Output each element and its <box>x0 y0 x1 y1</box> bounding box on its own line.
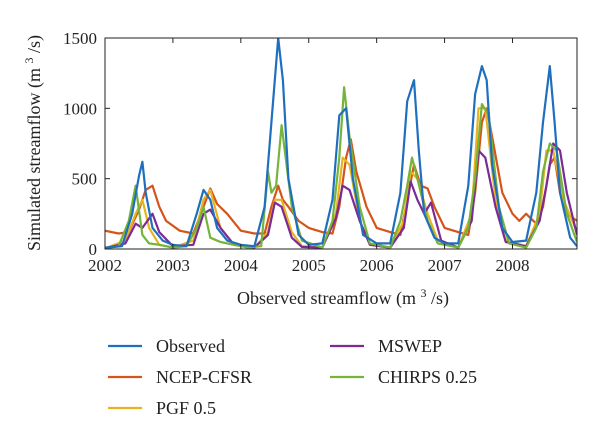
x-axis-unit-exp: 3 <box>420 286 426 300</box>
legend-label-pgf-0-5: PGF 0.5 <box>156 398 216 418</box>
y-axis-unit-base: (m <box>24 68 45 88</box>
x-axis-title-text: Observed streamflow <box>237 288 391 308</box>
series-line-observed <box>105 38 577 249</box>
x-axis-title: Observed streamflow (m 3 /s) <box>237 286 449 309</box>
x-tick-label: 2004 <box>224 256 259 275</box>
legend-label-observed: Observed <box>156 336 225 356</box>
x-tick-label: 2006 <box>360 256 394 275</box>
y-tick-label: 0 <box>89 240 98 259</box>
legend-label-mswep: MSWEP <box>378 336 442 356</box>
x-axis: 2002 2003 2004 2005 2006 2007 2008 <box>88 38 529 275</box>
y-tick-label: 1000 <box>63 99 97 118</box>
x-axis-unit-tail: /s) <box>431 288 449 309</box>
legend-label-ncep-cfsr: NCEP-CFSR <box>156 367 252 387</box>
y-axis-unit-exp: 3 <box>22 58 36 64</box>
x-tick-label: 2002 <box>88 256 122 275</box>
y-axis-title-text: Simulated streamflow <box>24 93 44 251</box>
series-layer <box>105 38 577 249</box>
y-tick-label: 1500 <box>63 29 97 48</box>
x-axis-unit-base: (m <box>396 288 416 309</box>
x-tick-label: 2005 <box>292 256 326 275</box>
plot-frame <box>104 37 578 250</box>
y-axis-unit-tail: /s) <box>24 35 45 53</box>
y-tick-label: 500 <box>72 170 98 189</box>
x-tick-label: 2007 <box>428 256 463 275</box>
legend: Observed NCEP-CFSR PGF 0.5 MSWEP CHIRPS 0.25 <box>108 336 477 418</box>
legend-label-chirps-0-25: CHIRPS 0.25 <box>378 367 477 387</box>
y-axis-title: Simulated streamflow (m 3 /s) <box>22 35 45 251</box>
series-line-mswep <box>105 142 577 249</box>
y-axis: 0 500 1000 1500 <box>63 29 577 259</box>
x-tick-label: 2003 <box>156 256 190 275</box>
x-tick-label: 2008 <box>495 256 529 275</box>
